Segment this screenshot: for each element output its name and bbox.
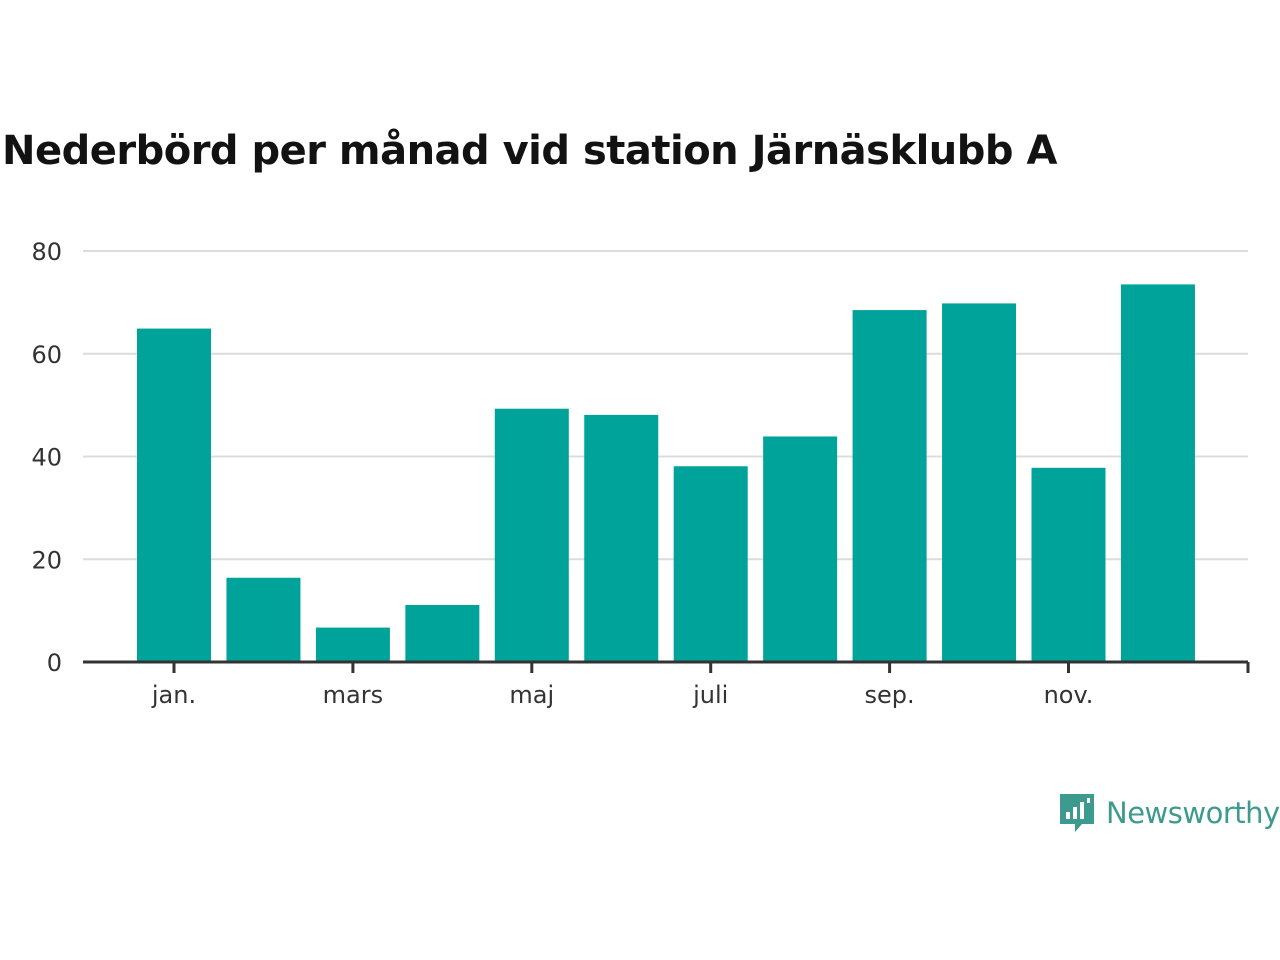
y-tick-label-0: 0 — [47, 649, 62, 677]
y-tick-label-20: 20 — [31, 546, 62, 574]
brand-logo: Newsworthy — [1058, 790, 1280, 836]
y-tick-label-60: 60 — [31, 341, 62, 369]
x-tick-label-maj: maj — [509, 681, 554, 709]
bar-juli — [673, 466, 748, 662]
bar-jan. — [137, 328, 211, 662]
bar-nov. — [1031, 467, 1106, 662]
brand-name: Newsworthy — [1106, 796, 1280, 830]
x-tick-label-sep.: sep. — [865, 681, 915, 709]
x-tick-label-jan.: jan. — [151, 681, 196, 709]
bar-aug. — [763, 436, 838, 662]
x-axis-labels: jan. mars maj juli sep. nov. — [151, 681, 1094, 709]
bar-sep. — [852, 310, 927, 662]
bar-mars — [315, 627, 390, 662]
x-tick-label-mars: mars — [323, 681, 383, 709]
bar-dec. — [1120, 284, 1195, 662]
y-tick-label-40: 40 — [31, 444, 62, 472]
x-tick-label-nov.: nov. — [1044, 681, 1094, 709]
y-axis-labels: 0 20 40 60 80 — [31, 238, 62, 677]
x-tick-label-juli: juli — [692, 681, 728, 709]
chart-title: Nederbörd per månad vid station Järnäskl… — [2, 128, 1057, 174]
bar-feb. — [226, 577, 301, 662]
x-axis — [83, 660, 1250, 673]
bar-maj — [494, 408, 569, 662]
bars — [137, 284, 1195, 662]
newsworthy-chart-bubble-icon — [1060, 794, 1094, 832]
bar-juni — [584, 414, 659, 662]
y-tick-label-80: 80 — [31, 238, 62, 266]
bar-okt. — [942, 303, 1017, 662]
bar-april — [405, 604, 480, 662]
